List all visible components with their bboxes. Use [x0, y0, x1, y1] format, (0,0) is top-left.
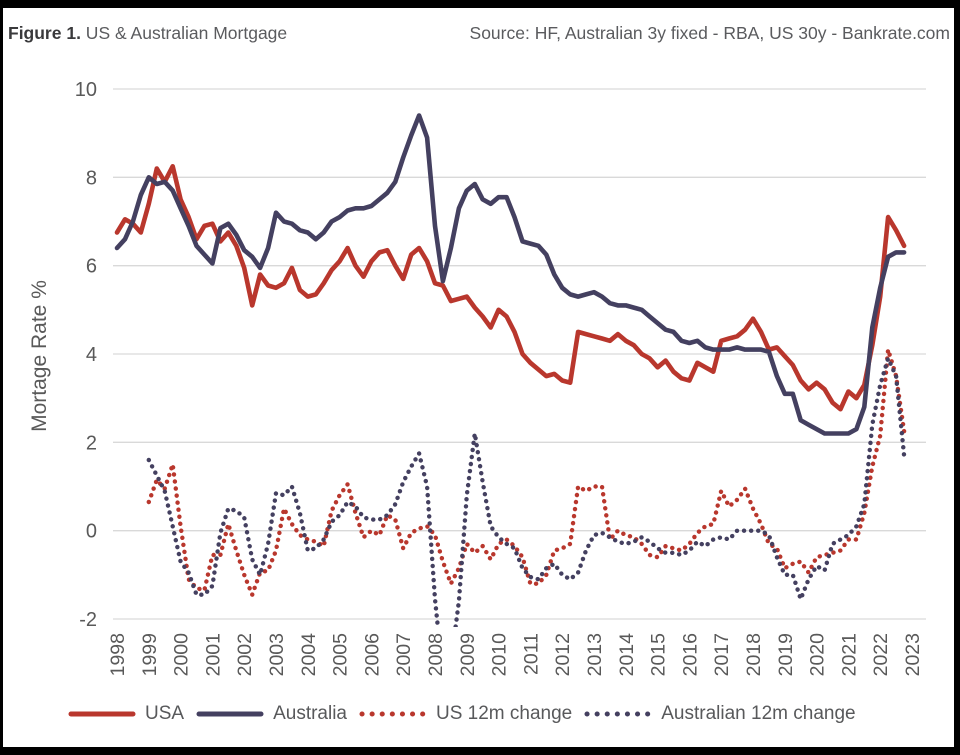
series-lines — [114, 113, 907, 627]
x-tick-label-2012: 2012 — [552, 633, 574, 676]
frame-right-bar — [954, 0, 960, 755]
x-tick-label-2018: 2018 — [743, 633, 765, 676]
frame-top-bar — [0, 0, 960, 8]
legend-item-australia: Australia — [195, 703, 347, 725]
series-line-australia — [114, 113, 907, 436]
legend-label: Australia — [273, 703, 347, 724]
x-tick-label-2021: 2021 — [838, 633, 860, 676]
x-tick-label-1998: 1998 — [107, 633, 129, 676]
legend-item-usa: USA — [67, 703, 184, 725]
figure-title-text: US & Australian Mortgage — [80, 22, 288, 43]
x-tick-label-2008: 2008 — [425, 633, 447, 676]
y-tick-label-10: 10 — [75, 79, 97, 101]
y-tick-label-6: 6 — [86, 256, 97, 278]
australian-change-dotted-line-swatch — [584, 711, 652, 717]
x-tick-label-2022: 2022 — [870, 633, 892, 676]
y-tick-label--2: -2 — [79, 609, 97, 631]
chart-legend: USA Australia US 12m change Australian 1… — [67, 699, 867, 729]
x-tick-label-2009: 2009 — [457, 633, 479, 676]
x-tick-label-2004: 2004 — [298, 633, 320, 677]
figure-label: Figure 1. — [8, 22, 81, 43]
series-line-us-12m-change — [146, 347, 907, 597]
x-tick-label-2019: 2019 — [775, 633, 797, 676]
y-tick-label-4: 4 — [86, 344, 97, 366]
y-tick-label-2: 2 — [86, 432, 97, 454]
x-tick-label-2023: 2023 — [902, 633, 924, 676]
x-tick-label-2014: 2014 — [616, 633, 638, 677]
x-tick-label-2013: 2013 — [584, 633, 606, 676]
australia-solid-line-swatch — [196, 711, 264, 717]
x-tick-label-2001: 2001 — [202, 633, 224, 676]
y-tick-label-8: 8 — [86, 167, 97, 189]
x-tick-label-2010: 2010 — [489, 633, 511, 677]
x-tick-label-2002: 2002 — [234, 633, 256, 676]
figure-header: Figure 1. US & Australian Mortgage Sourc… — [3, 8, 954, 58]
x-tick-label-2007: 2007 — [393, 633, 415, 676]
x-tick-label-1999: 1999 — [139, 633, 161, 676]
figure-title: Figure 1. US & Australian Mortgage — [8, 23, 287, 44]
x-tick-label-2003: 2003 — [266, 633, 288, 676]
axis-labels: 10 8 6 4 2 0 -2 1998 1999 2000 2001 2002 2003 2004 200… — [28, 79, 924, 676]
legend-label: USA — [145, 703, 185, 724]
x-tick-label-2000: 2000 — [171, 633, 193, 677]
x-tick-label-2015: 2015 — [648, 633, 670, 677]
legend-label: US 12m change — [436, 703, 573, 724]
x-tick-label-2020: 2020 — [807, 633, 829, 677]
legend-item-us-12m-change: US 12m change — [358, 703, 572, 725]
y-tick-label-0: 0 — [86, 521, 97, 543]
us-change-dotted-line-swatch — [359, 711, 427, 717]
series-line-usa — [114, 164, 907, 412]
x-tick-label-2005: 2005 — [330, 633, 352, 677]
series-line-australian-12m-change — [146, 356, 907, 627]
frame-left-bar — [0, 0, 3, 755]
usa-solid-line-swatch — [68, 711, 136, 717]
legend-label: Australian 12m change — [661, 703, 856, 724]
x-tick-label-2016: 2016 — [679, 633, 701, 676]
legend-item-australian-12m-change: Australian 12m change — [583, 703, 856, 725]
gridlines — [113, 88, 926, 620]
x-tick-label-2017: 2017 — [711, 633, 733, 676]
x-tick-label-2006: 2006 — [361, 633, 383, 676]
x-tick-label-2011: 2011 — [520, 633, 542, 675]
source-note: Source: HF, Australian 3y fixed - RBA, U… — [469, 22, 950, 43]
y-axis-title: Mortage Rate % — [28, 280, 51, 432]
frame-bottom-bar — [0, 747, 960, 755]
